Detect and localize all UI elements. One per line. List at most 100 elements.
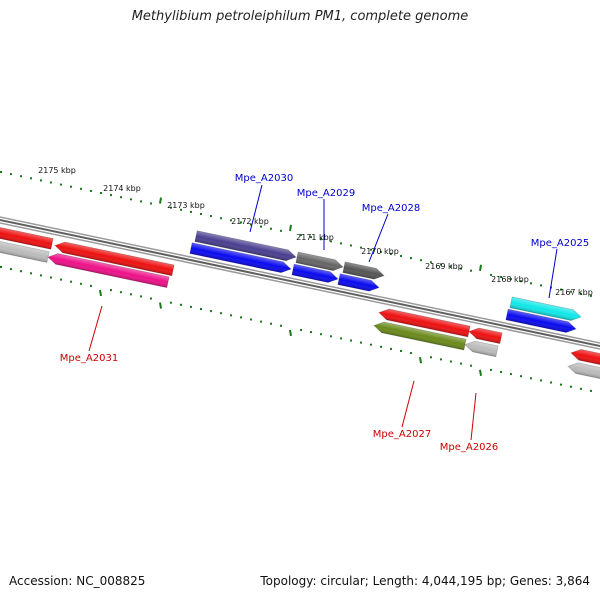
gene-label: Mpe_A2029: [297, 188, 355, 199]
minor-tick: [270, 227, 272, 230]
gene-arrow: [567, 362, 600, 381]
minor-tick: [570, 290, 572, 293]
gene-arrow: [0, 240, 50, 263]
major-tick: [99, 289, 102, 297]
minor-tick: [570, 385, 572, 388]
minor-tick: [240, 221, 242, 224]
minor-tick: [0, 171, 2, 173]
minor-tick: [120, 196, 122, 199]
kbp-label: 2170 kbp: [361, 247, 399, 256]
minor-tick: [360, 246, 362, 249]
minor-tick: [450, 360, 452, 363]
minor-tick: [90, 189, 92, 192]
gene-features: [0, 226, 600, 381]
minor-tick: [110, 289, 112, 292]
kbp-label: 2174 kbp: [103, 184, 141, 193]
minor-tick: [400, 255, 402, 257]
minor-tick: [190, 210, 192, 213]
major-tick: [289, 224, 292, 232]
minor-tick: [420, 259, 422, 262]
gene-leader-line: [548, 248, 558, 299]
major-tick: [419, 357, 422, 364]
minor-tick: [490, 273, 492, 276]
minor-tick: [0, 266, 2, 268]
minor-tick: [300, 234, 302, 236]
major-tick: [479, 264, 482, 271]
topology-text: Topology: circular; Length: 4,044,195 bp…: [260, 574, 590, 588]
gene-label: Mpe_A2025: [531, 238, 589, 249]
minor-tick: [490, 368, 492, 371]
minor-tick: [230, 219, 232, 222]
gene-leader-line: [368, 213, 389, 263]
minor-tick: [60, 183, 62, 186]
kbp-label: 2171 kbp: [296, 233, 334, 242]
minor-tick: [310, 331, 312, 334]
minor-tick: [470, 269, 472, 272]
genome-title: Methylibium petroleiphilum PM1, complete…: [131, 9, 469, 24]
minor-tick: [20, 270, 22, 273]
minor-tick: [30, 272, 32, 275]
minor-tick: [220, 312, 222, 315]
minor-tick: [380, 250, 382, 253]
minor-tick: [410, 352, 412, 355]
minor-tick: [280, 324, 282, 327]
minor-tick: [320, 333, 322, 336]
minor-tick: [80, 187, 82, 190]
minor-tick: [250, 223, 252, 226]
gene-arrow: [464, 340, 499, 358]
gene-arrow: [54, 241, 175, 277]
minor-tick: [190, 305, 192, 308]
gene-arrow: [0, 226, 54, 250]
minor-tick: [340, 337, 342, 340]
kbp-label: 2175 kbp: [38, 166, 76, 175]
gene-leader-line: [249, 184, 263, 233]
gene-arrow: [378, 308, 471, 338]
minor-tick: [500, 371, 502, 373]
minor-tick: [130, 198, 132, 201]
genome-backbone: [0, 216, 600, 350]
minor-tick: [580, 292, 582, 295]
minor-tick: [70, 280, 72, 283]
minor-tick: [140, 295, 142, 298]
gene-arrow: [509, 296, 582, 321]
major-tick: [479, 369, 482, 376]
minor-tick: [380, 345, 382, 348]
minor-tick: [240, 316, 242, 319]
minor-tick: [40, 179, 42, 182]
kbp-label: 2172 kbp: [231, 217, 269, 226]
backbone-line: [0, 218, 600, 348]
kbp-label: 2173 kbp: [167, 201, 205, 210]
major-tick: [159, 302, 162, 309]
gene-arrow: [505, 308, 577, 333]
minor-tick: [60, 278, 62, 281]
minor-tick: [80, 282, 82, 285]
kbp-label: 2168 kbp: [491, 275, 529, 284]
gene-leader-line: [470, 392, 477, 441]
minor-tick: [170, 206, 172, 209]
minor-tick: [530, 377, 532, 380]
minor-tick: [360, 341, 362, 344]
minor-tick: [460, 362, 462, 365]
minor-tick: [430, 356, 432, 359]
minor-tick: [560, 288, 562, 291]
minor-tick: [510, 278, 512, 281]
minor-tick: [500, 276, 502, 278]
minor-tick: [540, 379, 542, 382]
kbp-labels: 2175 kbp 2174 kbp 2173 kbp 2172 kbp 2171 kbp…: [38, 166, 593, 297]
minor-tick: [30, 177, 32, 180]
minor-tick: [300, 329, 302, 331]
minor-tick: [350, 339, 352, 342]
minor-tick: [100, 192, 102, 194]
minor-tick: [540, 284, 542, 287]
minor-tick: [270, 322, 272, 325]
minor-tick: [350, 244, 352, 247]
minor-tick: [410, 257, 412, 260]
gene-leader-line: [88, 305, 103, 352]
gene-arrow: [291, 263, 339, 283]
minor-tick: [50, 181, 52, 184]
kbp-ticks: [0, 171, 592, 392]
minor-tick: [10, 268, 12, 271]
minor-tick: [280, 229, 282, 232]
minor-tick: [370, 248, 372, 251]
minor-tick: [340, 242, 342, 245]
